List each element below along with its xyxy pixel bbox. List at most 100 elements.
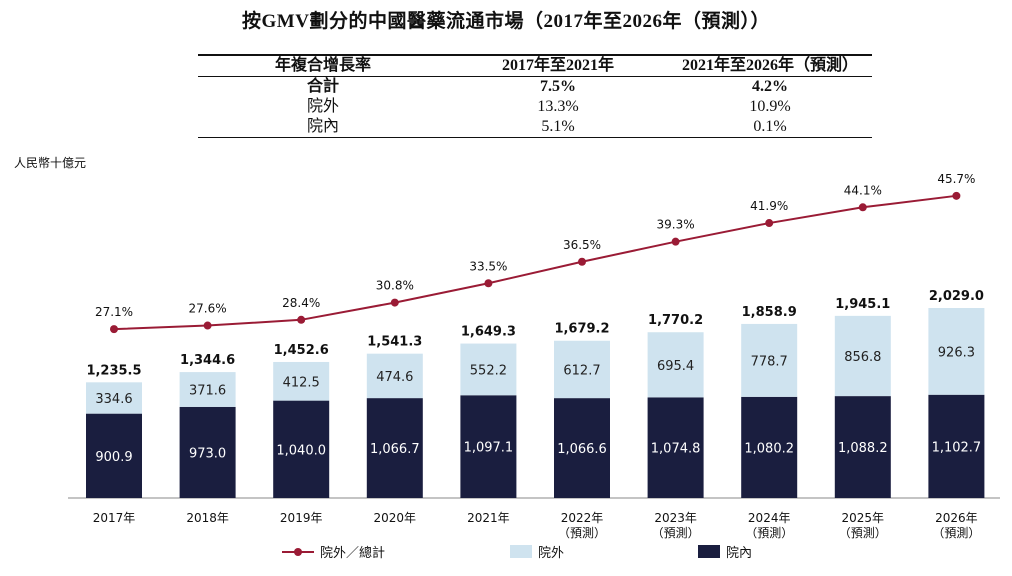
cagr-row-total: 合計 7.5% 4.2% bbox=[198, 77, 872, 98]
line-point-label: 28.4% bbox=[282, 296, 320, 310]
bar-outside bbox=[86, 382, 142, 414]
cagr-row-value: 5.1% bbox=[541, 118, 575, 135]
bar-outside-label: 926.3 bbox=[938, 345, 975, 360]
legend-label: 院內 bbox=[726, 546, 753, 561]
bar-outside bbox=[273, 361, 330, 401]
legend-item-line: 院外／總計 bbox=[282, 542, 385, 561]
bar-outside-label: 334.6 bbox=[95, 392, 132, 407]
legend: 院外／總計 院外 院內 bbox=[0, 542, 1012, 562]
line-point bbox=[297, 315, 306, 324]
bar-outside bbox=[179, 372, 236, 407]
cagr-row-value: 4.2% bbox=[752, 78, 788, 95]
bar-inside bbox=[647, 397, 704, 498]
bar-inside bbox=[366, 398, 423, 498]
bar-inside bbox=[834, 396, 891, 498]
cagr-header-row: 年複合增長率 2017年至2021年 2021年至2026年（預測） bbox=[198, 55, 872, 77]
bar-total-label: 1,679.2 bbox=[554, 322, 609, 337]
cagr-header-period-2: 2021年至2026年（預測） bbox=[681, 57, 858, 74]
bar-outside bbox=[928, 308, 985, 395]
bar-total-label: 1,649.3 bbox=[461, 325, 516, 340]
cagr-row-value: 7.5% bbox=[540, 78, 576, 95]
x-tick-label: 2026年 bbox=[935, 511, 978, 525]
x-tick-sublabel: （預測） bbox=[652, 526, 700, 540]
cagr-row-label: 院外 bbox=[306, 98, 339, 115]
line-point-label: 30.8% bbox=[376, 279, 414, 293]
line-point bbox=[578, 257, 586, 266]
cagr-row-outside: 院外 13.3% 10.9% bbox=[198, 97, 872, 117]
x-tick-label: 2021年 bbox=[467, 511, 510, 525]
x-tick-label: 2018年 bbox=[186, 511, 229, 525]
bar-inside-label: 900.9 bbox=[95, 450, 132, 465]
line-point-label: 27.1% bbox=[95, 305, 133, 319]
x-tick-sublabel: （預測） bbox=[932, 526, 980, 540]
line-point-label: 44.1% bbox=[844, 183, 882, 197]
line-point-label: 33.5% bbox=[469, 259, 507, 273]
line-point bbox=[390, 298, 399, 307]
bar-outside-label: 778.7 bbox=[751, 354, 788, 369]
chart-title: 按GMV劃分的中國醫藥流通市場（2017年至2026年（預測）） bbox=[242, 11, 770, 32]
legend-line-swatch bbox=[282, 546, 314, 558]
cagr-row-label: 合計 bbox=[306, 78, 339, 95]
bar-outside-label: 474.6 bbox=[376, 370, 413, 385]
bar-inside bbox=[273, 400, 330, 498]
bar-inside-label: 1,088.2 bbox=[838, 441, 888, 456]
bar-inside-label: 1,040.0 bbox=[276, 443, 326, 458]
bar-inside bbox=[741, 396, 798, 498]
bar-outside bbox=[366, 353, 423, 399]
bar-total-label: 1,452.6 bbox=[274, 343, 329, 358]
bar-total-label: 2,029.0 bbox=[929, 289, 984, 304]
line-point-label: 41.9% bbox=[750, 199, 788, 213]
bar-outside bbox=[741, 323, 798, 397]
cagr-row-inside: 院內 5.1% 0.1% bbox=[198, 117, 872, 138]
bar-inside bbox=[86, 413, 142, 498]
bar-outside-label: 371.6 bbox=[189, 383, 226, 398]
legend-label: 院外／總計 bbox=[320, 546, 386, 561]
bar-total-label: 1,945.1 bbox=[835, 297, 890, 312]
bar-outside bbox=[647, 332, 704, 398]
line-point-label: 27.6% bbox=[189, 302, 227, 316]
bar-outside-label: 612.7 bbox=[563, 363, 600, 378]
bar-inside-label: 1,074.8 bbox=[651, 442, 701, 457]
bar-inside-label: 973.0 bbox=[189, 446, 226, 461]
x-tick-label: 2022年 bbox=[561, 511, 604, 525]
bar-outside bbox=[460, 343, 517, 396]
x-tick-sublabel: （預測） bbox=[558, 526, 606, 540]
x-tick-label: 2025年 bbox=[842, 511, 885, 525]
line-point-label: 39.3% bbox=[657, 218, 695, 232]
x-tick-sublabel: （預測） bbox=[839, 526, 887, 540]
line-point bbox=[952, 191, 961, 200]
cagr-row-label: 院內 bbox=[306, 118, 339, 135]
bar-outside-label: 695.4 bbox=[657, 359, 694, 374]
bar-inside bbox=[554, 398, 610, 498]
cagr-table: 年複合增長率 2017年至2021年 2021年至2026年（預測） 合計 7.… bbox=[198, 54, 872, 138]
bar-total-label: 1,235.5 bbox=[86, 363, 141, 378]
cagr-header-period-1: 2017年至2021年 bbox=[501, 57, 614, 74]
x-tick-label: 2017年 bbox=[93, 511, 136, 525]
legend-inside-swatch bbox=[698, 545, 720, 558]
legend-label: 院外 bbox=[538, 546, 565, 561]
bar-outside bbox=[554, 340, 610, 399]
line-point bbox=[484, 279, 493, 288]
bar-total-label: 1,541.3 bbox=[367, 335, 422, 350]
x-tick-label: 2024年 bbox=[748, 511, 791, 525]
bar-outside-label: 856.8 bbox=[844, 350, 881, 365]
line-point-label: 36.5% bbox=[563, 238, 601, 252]
line-point bbox=[858, 203, 867, 212]
line-point bbox=[110, 325, 118, 334]
x-tick-label: 2019年 bbox=[280, 511, 323, 525]
line-outside-share bbox=[113, 194, 957, 331]
x-tick-sublabel: （預測） bbox=[745, 526, 793, 540]
legend-outside-swatch bbox=[510, 545, 532, 558]
bar-outside-label: 552.2 bbox=[470, 363, 507, 378]
bar-inside-label: 1,066.7 bbox=[370, 442, 420, 457]
bar-inside-label: 1,080.2 bbox=[744, 441, 794, 456]
legend-item-inside: 院內 bbox=[698, 542, 752, 561]
line-point bbox=[671, 237, 680, 246]
line-point-label: 45.7% bbox=[937, 172, 975, 186]
line-point bbox=[203, 321, 212, 330]
x-tick-label: 2023年 bbox=[654, 511, 697, 525]
bar-inside bbox=[179, 406, 236, 498]
line-point bbox=[765, 219, 774, 228]
bar-total-label: 1,770.2 bbox=[648, 313, 703, 328]
